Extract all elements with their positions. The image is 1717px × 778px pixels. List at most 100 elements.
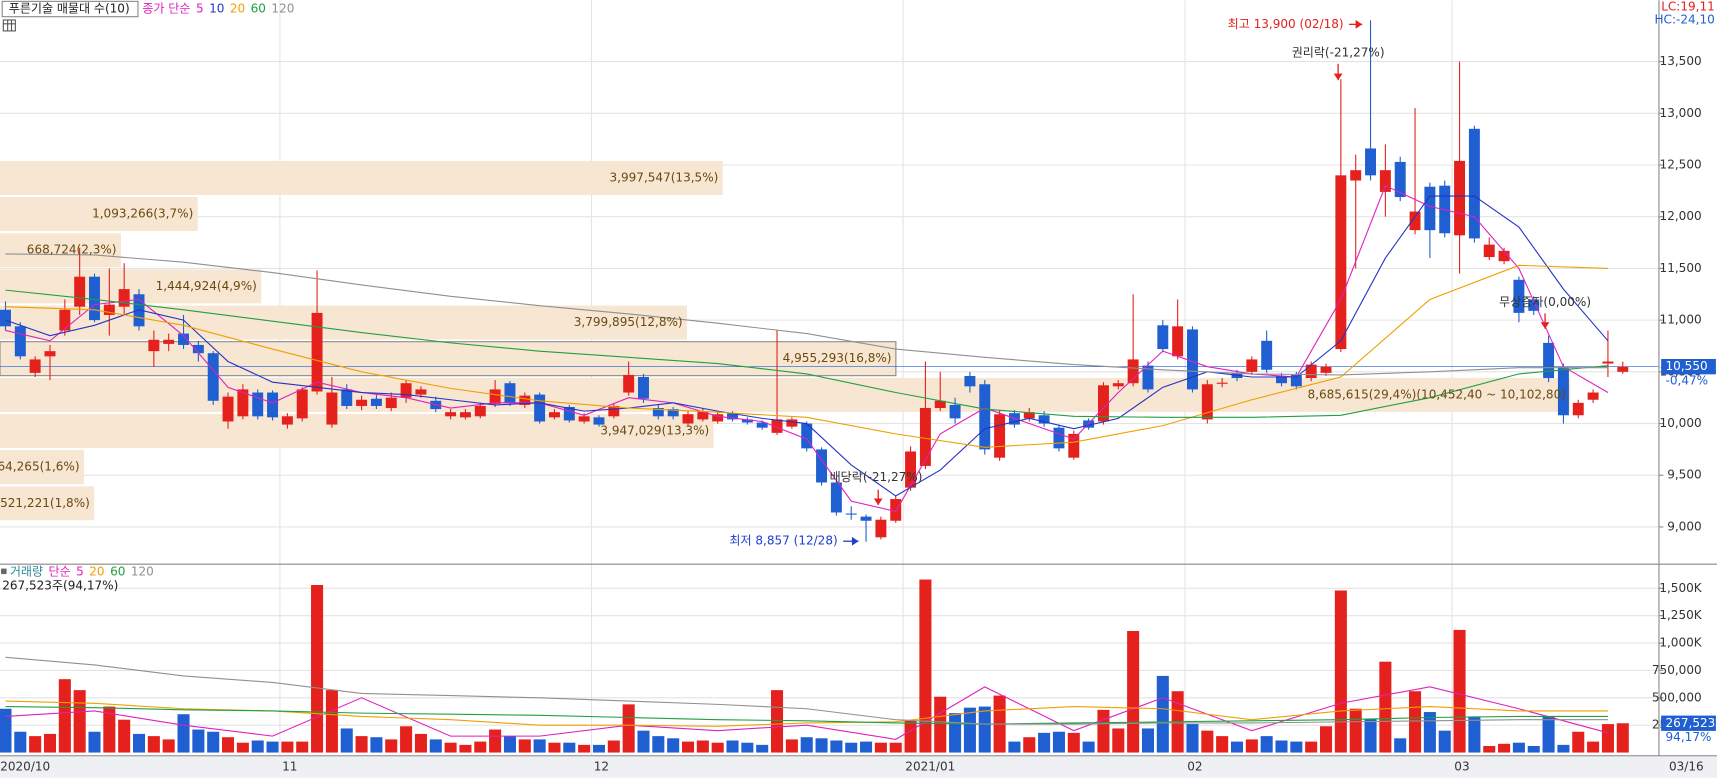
volume-bar	[444, 742, 457, 753]
candle-body	[207, 353, 219, 401]
volume-bar	[281, 741, 294, 753]
volume-bar	[607, 740, 620, 753]
candle-body	[1543, 342, 1555, 379]
y-tick-label: 11,000	[1660, 313, 1702, 327]
ma-line	[5, 264, 1608, 448]
volume-bar	[296, 741, 309, 753]
legend-entry: 60	[110, 564, 125, 578]
volume-bar	[1023, 737, 1036, 753]
volume-bar	[0, 708, 12, 753]
volume-bar	[1216, 736, 1229, 753]
y-tick-label: 1,000K	[1659, 636, 1702, 650]
volume-summary: 267,523주(94,17%)	[2, 579, 118, 593]
candle-body	[1246, 359, 1258, 372]
candle-body	[801, 423, 813, 449]
volume-bar	[1275, 740, 1288, 753]
volume-bar	[1438, 730, 1451, 753]
ma-line	[5, 656, 1608, 725]
candle-body	[459, 412, 471, 418]
volume-bar	[1587, 741, 1600, 753]
candle-body	[727, 413, 738, 420]
volume-bar	[919, 579, 932, 753]
x-tick-label: 03	[1454, 759, 1469, 773]
volume-bar	[1557, 744, 1570, 753]
volume-bar	[1201, 730, 1214, 753]
date-axis-bg	[0, 756, 1717, 778]
annotation-arrowhead	[1540, 322, 1550, 329]
volume-bar	[978, 706, 991, 753]
candle-body	[905, 451, 917, 488]
volume-bar	[1008, 741, 1021, 753]
volume-bar	[949, 713, 962, 753]
candle-body	[563, 406, 575, 421]
candle-body	[608, 405, 620, 417]
volume-bar	[889, 742, 902, 753]
y-tick-label: 9,500	[1667, 468, 1701, 482]
candle-body	[281, 416, 293, 425]
candle-body	[311, 312, 323, 392]
volume-bar	[592, 744, 606, 753]
candle-body	[1365, 148, 1377, 176]
volume-profile-bar	[0, 160, 723, 195]
candle-body	[741, 419, 753, 423]
volume-bar	[711, 742, 724, 753]
legend-title: 거래량	[10, 564, 43, 578]
annotation: 배당락(-21,27%)	[830, 470, 923, 484]
volume-bar	[1512, 742, 1525, 753]
volume-bar	[1394, 738, 1407, 753]
candle-body	[474, 405, 486, 417]
volume-bar	[652, 736, 665, 753]
candle-body	[1216, 382, 1228, 384]
volume-bar	[162, 739, 175, 753]
candle-body	[1498, 250, 1510, 262]
volume-bar	[1156, 675, 1169, 753]
candle-body	[1513, 279, 1525, 313]
candle-body	[1587, 392, 1599, 400]
candle-body	[875, 519, 887, 538]
volume-bar	[830, 740, 843, 753]
candle-body	[1157, 325, 1169, 350]
last-value-change: -0,47%	[1666, 373, 1709, 387]
candle-body	[59, 309, 71, 331]
volume-bar	[236, 742, 249, 753]
candle-body	[830, 482, 842, 513]
candle-body	[860, 516, 872, 521]
volume-bar	[1542, 716, 1555, 753]
volume-profile-bar	[0, 197, 198, 232]
annotation-arrowhead	[873, 498, 883, 506]
volume-bar	[845, 742, 858, 753]
volume-bar	[29, 736, 42, 753]
legend-entry: 120	[131, 564, 154, 578]
volume-bar	[1305, 741, 1318, 753]
volume-bar	[58, 679, 71, 753]
annotation-arrowhead	[851, 536, 859, 546]
candle-body	[519, 395, 531, 405]
y-tick-label: 9,000	[1667, 519, 1701, 533]
candle-body	[964, 375, 976, 387]
candle-body	[652, 408, 664, 417]
volume-bar	[251, 740, 264, 753]
volume-bar	[1067, 732, 1080, 753]
volume-bar	[1245, 739, 1258, 753]
candle-body	[712, 414, 724, 422]
y-tick-label: 12,000	[1660, 209, 1702, 223]
volume-bar	[385, 739, 398, 753]
candle-body	[14, 326, 26, 357]
volume-bar	[88, 731, 101, 753]
table-icon[interactable]	[2, 19, 16, 32]
candle-body	[816, 449, 828, 483]
volume-bar	[103, 706, 116, 753]
volume-bar	[355, 736, 368, 753]
volume-bar	[1349, 708, 1362, 753]
candle-body	[1454, 160, 1466, 236]
volume-bar	[1141, 728, 1154, 753]
volume-profile-label: 4,955,293(16,8%)	[783, 351, 892, 365]
volume-bar	[1379, 661, 1392, 753]
volume-bar	[1290, 741, 1303, 753]
annotation: 권리락(-21,27%)	[1292, 45, 1385, 59]
candle-body	[385, 397, 397, 409]
candle-body	[979, 384, 991, 450]
volume-profile-label: 464,265(1,6%)	[0, 460, 80, 474]
x-tick-label: 2020/10	[0, 759, 50, 773]
y-tick-label: 1,500K	[1659, 581, 1702, 595]
